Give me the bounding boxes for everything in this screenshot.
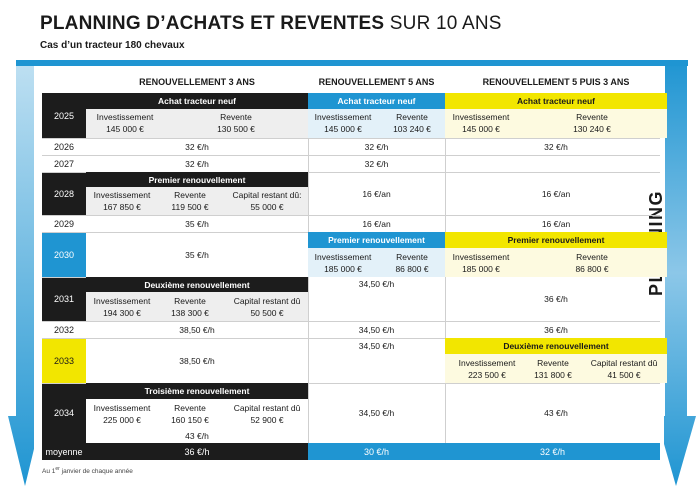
year-2026: 2026 — [53, 141, 75, 152]
column-header-5puis3: RENOUVELLEMENT 5 PUIS 3 ANS — [482, 77, 630, 87]
c3-buy-rev: Revente 130 240 € — [573, 112, 611, 134]
row-divider — [42, 215, 660, 216]
c1-2034: 43 €/h — [185, 430, 209, 441]
c3-2032: 36 €/h — [544, 324, 568, 335]
timeline-arrow-left — [8, 60, 42, 486]
column-header-3ans: RENOUVELLEMENT 3 ANS — [139, 77, 255, 87]
c2-2031: 34,50 €/h — [358, 279, 395, 289]
c1-ren1-inv: Investissement 167 850 € — [93, 190, 151, 212]
row-divider — [42, 138, 660, 139]
c3-ren1-bg — [445, 248, 667, 277]
row-divider — [42, 338, 660, 339]
c2-2028: 16 €/an — [362, 188, 391, 199]
c1-ren3-rev: Revente 160 150 € — [171, 403, 209, 425]
average-label: moyenne — [42, 443, 86, 460]
c3-ren1-rev: Revente 86 800 € — [575, 252, 609, 274]
c1-2029: 35 €/h — [185, 218, 209, 229]
c1-ren1-bg — [86, 187, 308, 215]
c3-ren2-bg — [445, 354, 667, 383]
row-divider — [42, 155, 660, 156]
c3-ren2-cap: Capital restant dû 41 500 € — [590, 358, 658, 380]
c3-ren2-header: Deuxième renouvellement — [445, 338, 667, 354]
c2-average: 30 €/h — [308, 443, 445, 460]
year-2031: 2031 — [42, 277, 86, 321]
c1-average: 36 €/h — [86, 443, 308, 460]
c1-ren2-rev: Revente 138 300 € — [171, 296, 209, 318]
top-band — [16, 60, 688, 66]
row-divider — [42, 321, 660, 322]
year-2028: 2028 — [42, 172, 86, 215]
c2-buy-rev: Revente 103 240 € — [393, 112, 431, 134]
year-2027: 2027 — [53, 158, 75, 169]
c1-2030: 35 €/h — [185, 249, 209, 260]
c1-buy-rev: Revente 130 500 € — [217, 112, 255, 134]
c3-buy-inv: Investissement 145 000 € — [452, 112, 510, 134]
year-2029: 2029 — [53, 218, 75, 229]
c2-2034: 34,50 €/h — [358, 408, 395, 418]
c1-ren2-bg — [86, 292, 308, 321]
c1-ren3-inv: Investissement 225 000 € — [93, 403, 151, 425]
c1-ren2-header: Deuxième renouvellement — [86, 277, 308, 292]
year-2025: 2025 — [42, 93, 86, 138]
c1-2032: 38,50 €/h — [179, 324, 215, 335]
c3-ren2-rev: Revente 131 800 € — [534, 358, 572, 380]
footnote: Au 1er janvier de chaque année — [42, 466, 133, 476]
c2-ren1-bg — [308, 248, 445, 277]
row-divider — [42, 172, 660, 173]
c3-2031: 36 €/h — [544, 294, 568, 304]
c2-2026: 32 €/h — [364, 141, 389, 152]
c2-buy-bg — [308, 109, 445, 138]
c2-2033: 34,50 €/h — [358, 341, 395, 351]
c2-ren1-rev: Revente 86 800 € — [395, 252, 429, 274]
c2-2029: 16 €/an — [362, 218, 391, 229]
c1-ren1-rev: Revente 119 500 € — [171, 190, 209, 212]
c3-2034: 43 €/h — [544, 408, 568, 418]
c3-ren2-inv: Investissement 223 500 € — [458, 358, 516, 380]
page-title: PLANNING D’ACHATS ET REVENTES SUR 10 ANS — [40, 13, 502, 34]
c3-buy-bg — [445, 109, 667, 138]
c1-ren3-cap: Capital restant dû 52 900 € — [233, 403, 301, 425]
c2-ren1-header: Premier renouvellement — [308, 232, 445, 248]
year-2030: 2030 — [42, 232, 86, 277]
c1-2027: 32 €/h — [185, 158, 209, 169]
c1-ren2-inv: Investissement 194 300 € — [93, 296, 151, 318]
c1-ren1-header: Premier renouvellement — [86, 172, 308, 187]
c2-buy-header: Achat tracteur neuf — [308, 93, 445, 109]
c3-ren1-header: Premier renouvellement — [445, 232, 667, 248]
c1-buy-bg — [86, 109, 308, 138]
year-2032: 2032 — [53, 324, 75, 335]
c2-2032: 34,50 €/h — [358, 324, 395, 335]
c1-ren1-cap: Capital restant dû: 55 000 € — [232, 190, 302, 212]
c3-2028: 16 €/an — [541, 188, 571, 199]
c1-buy-inv: Investissement 145 000 € — [96, 112, 154, 134]
c2-ren1-inv: Investissement 185 000 € — [314, 252, 372, 274]
c2-buy-inv: Investissement 145 000 € — [314, 112, 372, 134]
year-2033: 2033 — [42, 338, 86, 383]
c1-2026: 32 €/h — [185, 141, 209, 152]
c1-2033: 38,50 €/h — [179, 355, 215, 366]
c1-buy-header: Achat tracteur neuf — [86, 93, 308, 109]
c3-2026: 32 €/h — [544, 141, 568, 152]
row-divider — [42, 383, 660, 384]
page-subtitle: Cas d’un tracteur 180 chevaux — [40, 40, 185, 51]
column-header-5ans: RENOUVELLEMENT 5 ANS — [318, 77, 435, 87]
c3-2029: 16 €/an — [541, 218, 571, 229]
c1-ren2-cap: Capital restant dû 50 500 € — [233, 296, 301, 318]
c1-ren3-header: Troisième renouvellement — [86, 383, 308, 399]
c3-buy-header: Achat tracteur neuf — [445, 93, 667, 109]
c3-average: 32 €/h — [445, 443, 660, 460]
c2-2027: 32 €/h — [364, 158, 389, 169]
year-2034: 2034 — [42, 383, 86, 443]
c3-ren1-inv: Investissement 185 000 € — [452, 252, 510, 274]
